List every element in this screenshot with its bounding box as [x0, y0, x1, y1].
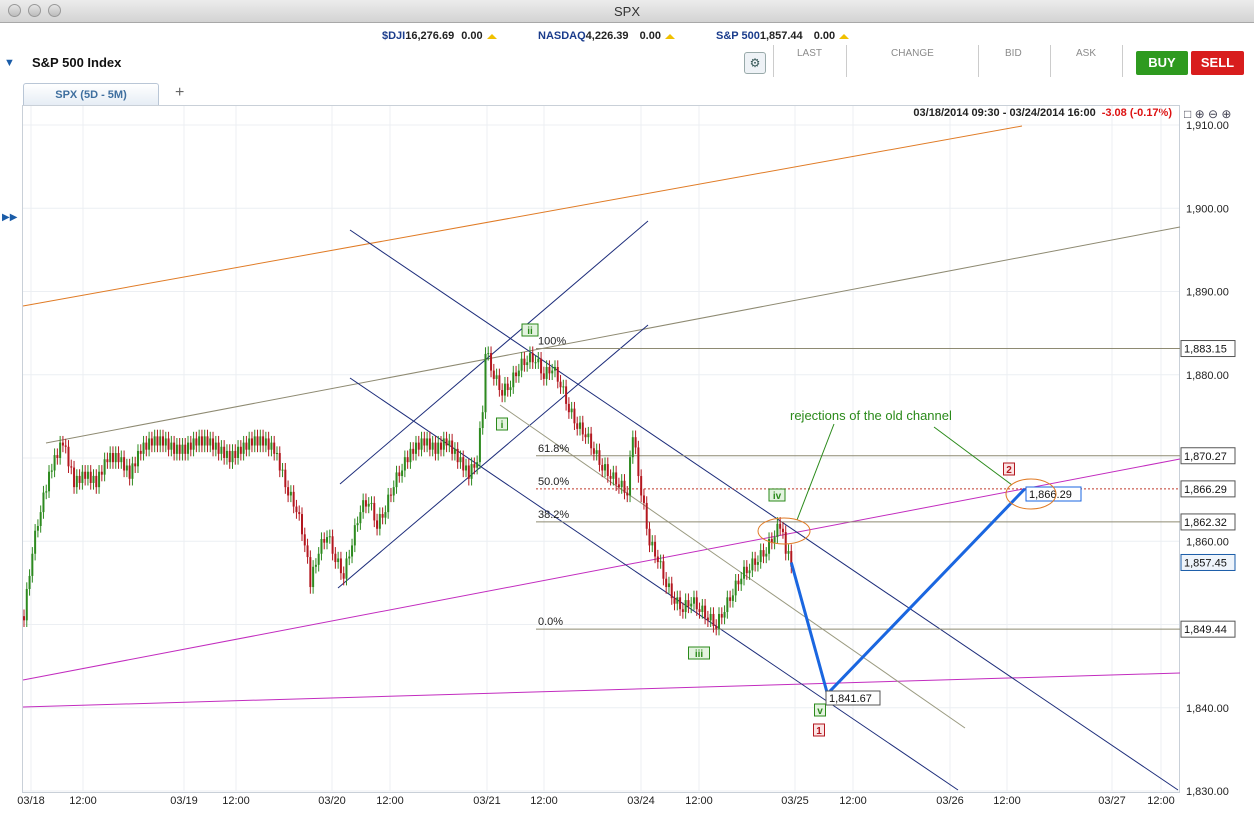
price-flag: [1180, 553, 1236, 571]
column-last: LAST: [797, 48, 823, 59]
add-tab-button[interactable]: +: [175, 84, 185, 101]
zoom-out-icon[interactable]: ⊖: [1208, 107, 1219, 121]
x-tick-label: 03/18: [17, 795, 45, 807]
chart-settings-icon[interactable]: ⚙: [744, 52, 766, 74]
ticker-dji[interactable]: $DJI16,276.69 0.00: [382, 30, 497, 42]
zoom-in-icon[interactable]: ⊕: [1194, 107, 1205, 121]
y-tick-label: 1,910.00: [1186, 120, 1229, 132]
x-tick-label: 03/19: [170, 795, 198, 807]
price-flag-label: 1,870.27: [1184, 451, 1227, 463]
column-divider: [1122, 45, 1123, 77]
y-tick-label: 1,870.00: [1186, 453, 1229, 465]
close-window-icon[interactable]: [8, 4, 21, 17]
price-flag: [1180, 513, 1236, 531]
y-tick-label: 1,890.00: [1186, 287, 1229, 299]
price-flag: [1180, 340, 1236, 358]
window-title: SPX: [613, 4, 640, 19]
price-flag: [1180, 447, 1236, 465]
window-titlebar: SPX: [0, 0, 1254, 23]
y-tick-label: 1,880.00: [1186, 370, 1229, 382]
x-tick-label: 03/21: [473, 795, 501, 807]
price-flag-label: 1,866.29: [1184, 484, 1227, 496]
column-divider: [846, 45, 847, 77]
x-tick-label: 12:00: [69, 795, 97, 807]
y-tick-label: 1,900.00: [1186, 203, 1229, 215]
column-bid: BID: [1005, 48, 1022, 59]
y-tick-label: 1,850.00: [1186, 620, 1229, 632]
flat-indicator-icon: [839, 33, 850, 39]
x-tick-label: 12:00: [993, 795, 1021, 807]
buy-button[interactable]: BUY: [1136, 51, 1188, 75]
instrument-name: S&P 500 Index: [32, 55, 122, 70]
price-flag-label: 1,857.45: [1184, 557, 1227, 569]
flat-indicator-icon: [486, 33, 497, 39]
collapse-arrow-icon[interactable]: ▼: [4, 57, 15, 69]
x-tick-label: 12:00: [1147, 795, 1175, 807]
fit-screen-icon[interactable]: □: [1184, 107, 1192, 121]
flat-indicator-icon: [664, 33, 675, 39]
tab-spx-chart[interactable]: SPX (5D - 5M): [23, 83, 159, 105]
zoom-reset-icon[interactable]: ⊕: [1221, 107, 1232, 121]
price-flag-label: 1,862.32: [1184, 517, 1227, 529]
y-tick-label: 1,830.00: [1186, 786, 1229, 798]
sell-button[interactable]: SELL: [1191, 51, 1244, 75]
y-tick-label: 1,840.00: [1186, 703, 1229, 715]
range-info: 03/18/2014 09:30 - 03/24/2014 16:00 -3.08…: [913, 107, 1172, 119]
x-tick-label: 03/24: [627, 795, 655, 807]
column-divider: [773, 45, 774, 77]
range-change: -3.08 (-0.17%): [1101, 107, 1172, 119]
y-tick-label: 1,860.00: [1186, 536, 1229, 548]
x-tick-label: 12:00: [222, 795, 250, 807]
x-tick-label: 03/20: [318, 795, 346, 807]
minimize-window-icon[interactable]: [28, 4, 41, 17]
price-flag: [1180, 620, 1236, 638]
ticker-nasdaq[interactable]: NASDAQ4,226.39 0.00: [538, 30, 675, 42]
zoom-toolbar: □ ⊕ ⊖ ⊕: [1184, 107, 1231, 121]
column-divider: [1050, 45, 1051, 77]
expand-panel-icon[interactable]: ▶▶: [2, 212, 18, 223]
column-ask: ASK: [1076, 48, 1097, 59]
ticker-sp500[interactable]: S&P 5001,857.44 0.00: [716, 30, 850, 42]
x-tick-label: 03/27: [1098, 795, 1126, 807]
x-tick-label: 12:00: [839, 795, 867, 807]
x-tick-label: 12:00: [376, 795, 404, 807]
price-flag-label: 1,849.44: [1184, 624, 1227, 636]
price-flag-label: 1,883.15: [1184, 344, 1227, 356]
price-flag: [1180, 480, 1236, 498]
x-tick-label: 03/25: [781, 795, 809, 807]
column-change: CHANGE: [891, 48, 934, 59]
x-tick-label: 12:00: [530, 795, 558, 807]
x-tick-label: 03/26: [936, 795, 964, 807]
column-divider: [978, 45, 979, 77]
chart-frame: [22, 105, 1180, 793]
zoom-window-icon[interactable]: [48, 4, 61, 17]
date-range: 03/18/2014 09:30 - 03/24/2014 16:00: [913, 107, 1096, 119]
x-tick-label: 12:00: [685, 795, 713, 807]
